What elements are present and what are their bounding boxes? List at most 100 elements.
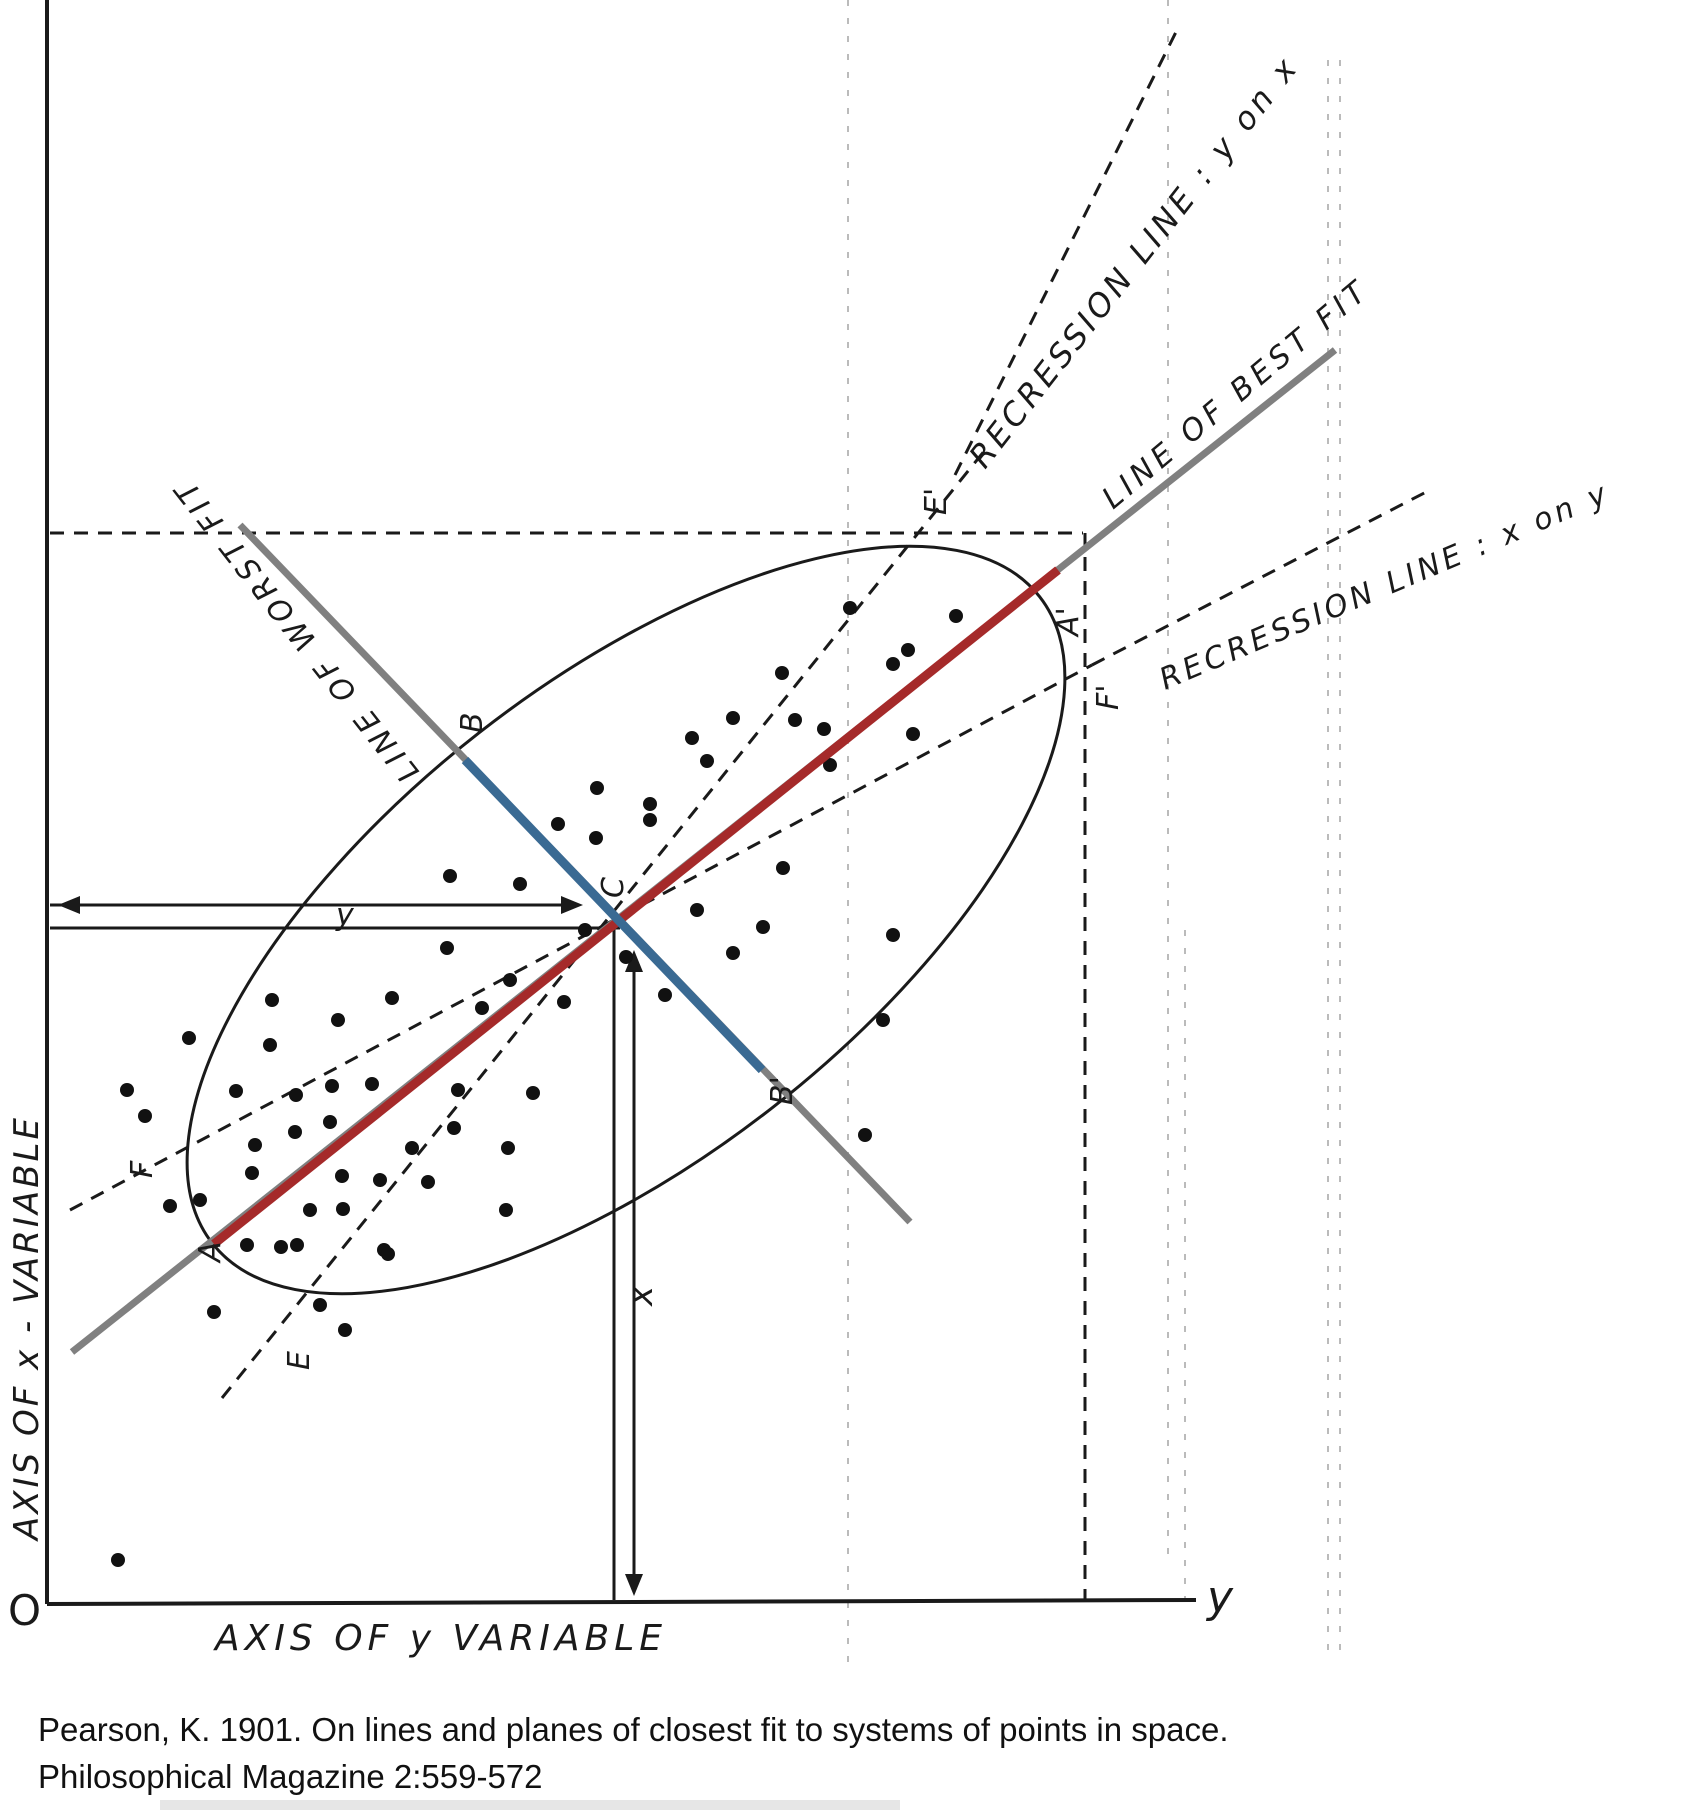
scatter-dot xyxy=(817,722,831,736)
scatter-dot xyxy=(331,1013,345,1027)
point-a-label: A xyxy=(193,1241,228,1264)
scatter-dot xyxy=(756,920,770,934)
scatter-dot xyxy=(526,1086,540,1100)
regression-line-x-on-y xyxy=(69,663,1093,1212)
point-f-prime-label: F' xyxy=(1091,684,1126,710)
scatter-dot xyxy=(658,988,672,1002)
scatter-dot xyxy=(182,1031,196,1045)
mean-reference-lines xyxy=(50,903,636,1600)
scatter-dot xyxy=(325,1079,339,1093)
regression-line-y-on-x-ext xyxy=(953,27,1180,476)
scatter-dot xyxy=(901,643,915,657)
scatter-dot xyxy=(240,1238,254,1252)
point-f-label: F xyxy=(125,1160,160,1178)
scatter-dot xyxy=(111,1553,125,1567)
scatter-dot xyxy=(447,1121,461,1135)
point-c-label: C xyxy=(596,877,631,898)
scatter-dot xyxy=(405,1141,419,1155)
scatter-dot xyxy=(700,754,714,768)
scatter-dot xyxy=(138,1109,152,1123)
line-of-worst-fit-label: LINE OF WORST FIT xyxy=(166,470,426,789)
mark-x-label: x xyxy=(621,1285,661,1307)
scatter-dot xyxy=(263,1038,277,1052)
point-a-prime-label: A' xyxy=(1051,607,1086,638)
scatter-dot xyxy=(323,1115,337,1129)
scatter-dot xyxy=(229,1084,243,1098)
point-e-prime-label: E' xyxy=(919,488,954,515)
scatter-dot xyxy=(443,869,457,883)
scatter-dot xyxy=(886,657,900,671)
scatter-dot xyxy=(776,861,790,875)
scatter-dot xyxy=(207,1305,221,1319)
scatter-dot xyxy=(643,797,657,811)
origin-label: O xyxy=(8,1586,41,1635)
scatter-dot xyxy=(248,1138,262,1152)
point-b-label: B xyxy=(455,712,490,733)
scatter-dot xyxy=(557,995,571,1009)
scatter-dot xyxy=(876,1013,890,1027)
point-e-label: E xyxy=(282,1351,317,1370)
scatter-dot xyxy=(290,1238,304,1252)
scatter-dot xyxy=(120,1083,134,1097)
scatter-dot xyxy=(685,731,699,745)
scatter-dot xyxy=(501,1141,515,1155)
scatter-dot xyxy=(289,1088,303,1102)
scatter-dot xyxy=(193,1193,207,1207)
scatter-dot xyxy=(690,903,704,917)
scatter-dot xyxy=(886,928,900,942)
scatter-dot xyxy=(274,1240,288,1254)
citation-caption: Pearson, K. 1901. On lines and planes of… xyxy=(38,1706,1638,1800)
scatter-dot xyxy=(163,1199,177,1213)
best-fit-segment xyxy=(211,566,1061,1248)
scatter-dot xyxy=(336,1202,350,1216)
scatter-dot xyxy=(381,1247,395,1261)
scatter-dot xyxy=(245,1166,259,1180)
scatter-points xyxy=(111,601,963,1567)
regression-line-x-on-y-ext xyxy=(1091,488,1431,667)
scatter-dot xyxy=(619,950,633,964)
scatter-dot xyxy=(373,1173,387,1187)
scatter-dot xyxy=(775,666,789,680)
scatter-dot xyxy=(551,817,565,831)
mark-y-label: y xyxy=(335,898,355,933)
scatter-dot xyxy=(365,1077,379,1091)
axis-of-y-variable-label: AXIS OF y VARIABLE xyxy=(213,1618,667,1659)
axis-of-x-variable-label: AXIS OF x - VARIABLE xyxy=(7,1115,47,1542)
scatter-dot xyxy=(643,813,657,827)
scatter-dot xyxy=(303,1203,317,1217)
scatter-dot xyxy=(440,941,454,955)
regression-line-x-on-y-label: RECRESSION LINE : x on y xyxy=(1154,475,1615,697)
arrowheads xyxy=(58,896,643,1596)
scatter-dot xyxy=(385,991,399,1005)
scatter-dot xyxy=(451,1083,465,1097)
scatter-dot xyxy=(335,1169,349,1183)
scatter-dot xyxy=(949,609,963,623)
scatter-dot xyxy=(788,713,802,727)
y-variable-axis xyxy=(46,1598,1197,1606)
scatter-dot xyxy=(843,601,857,615)
point-letters: A A' B B' C E E' F F' x y xyxy=(125,488,1126,1370)
line-of-best-fit-label: LINE OF BEST FIT xyxy=(1096,272,1377,516)
scatter-dot xyxy=(313,1298,327,1312)
scatter-dot xyxy=(589,831,603,845)
scatter-dot xyxy=(513,877,527,891)
scatter-dot xyxy=(726,711,740,725)
scatter-dot xyxy=(906,727,920,741)
scatter-dot xyxy=(421,1175,435,1189)
scan-guides xyxy=(847,0,1341,1670)
scatter-dot xyxy=(823,758,837,772)
citation-line-1: Pearson, K. 1901. On lines and planes of… xyxy=(38,1711,1229,1748)
scatter-dot xyxy=(288,1125,302,1139)
window-bottom-strip xyxy=(160,1800,900,1810)
y-axis-end-label: y xyxy=(1205,1572,1234,1623)
scatter-dot xyxy=(726,946,740,960)
scatter-dot xyxy=(499,1203,513,1217)
scatter-dot xyxy=(265,993,279,1007)
scatter-dot xyxy=(503,973,517,987)
scatter-dot xyxy=(858,1128,872,1142)
worst-fit-segment xyxy=(461,756,766,1074)
scatter-dot xyxy=(590,781,604,795)
scatter-dot xyxy=(578,923,592,937)
point-b-prime-label: B' xyxy=(765,1076,800,1105)
